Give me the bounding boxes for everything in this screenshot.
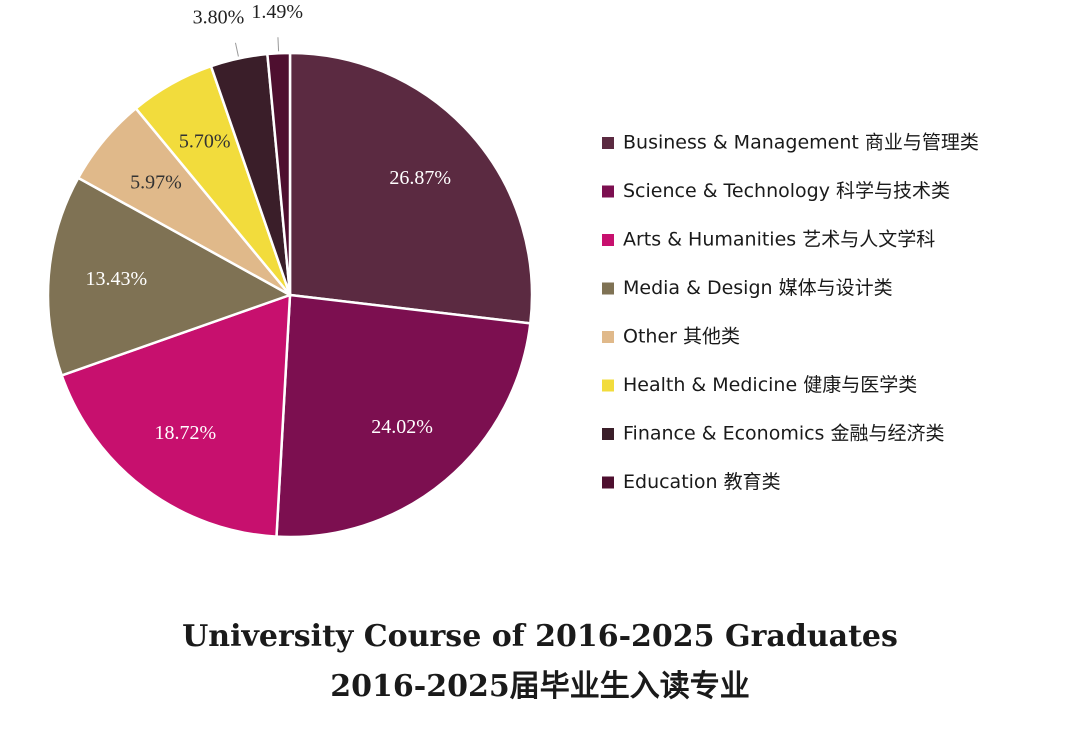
legend-label: Finance & Economics 金融与经济类 — [623, 423, 945, 445]
pie-slice — [266, 51, 292, 296]
leader-line — [277, 37, 280, 52]
data-label: 5.97% — [130, 171, 182, 193]
legend-swatch — [602, 234, 614, 246]
data-label: 1.49% — [251, 1, 303, 23]
legend-label: Other 其他类 — [623, 326, 740, 348]
legend-label: Business & Management 商业与管理类 — [623, 132, 979, 154]
leader-line — [234, 42, 239, 57]
legend-swatch — [602, 137, 614, 149]
legend-swatch — [602, 428, 614, 440]
pie-slice — [46, 176, 294, 377]
legend-label: Media & Design 媒体与设计类 — [623, 277, 893, 299]
pie-slice — [288, 51, 534, 325]
legend-label: Health & Medicine 健康与医学类 — [623, 374, 917, 396]
chart-subtitle: 2016-2025届毕业生入读专业 — [330, 669, 749, 704]
data-label: 26.87% — [389, 167, 451, 189]
data-label: 5.70% — [179, 131, 231, 153]
pie-slice — [275, 293, 532, 539]
data-label: 18.72% — [155, 422, 217, 444]
legend-label: Arts & Humanities 艺术与人文学科 — [623, 229, 935, 251]
data-label: 24.02% — [371, 416, 433, 438]
chart-title: University Course of 2016-2025 Graduates — [182, 619, 898, 654]
legend-swatch — [602, 282, 614, 295]
legend-swatch — [602, 185, 614, 198]
legend-label: Science & Technology 科学与技术类 — [623, 180, 950, 202]
data-label: 3.80% — [193, 7, 245, 29]
legend-swatch — [602, 331, 614, 343]
legend-swatch — [602, 379, 614, 392]
legend-swatch — [602, 476, 614, 489]
data-label: 13.43% — [86, 268, 148, 290]
legend-label: Education 教育类 — [623, 471, 781, 493]
